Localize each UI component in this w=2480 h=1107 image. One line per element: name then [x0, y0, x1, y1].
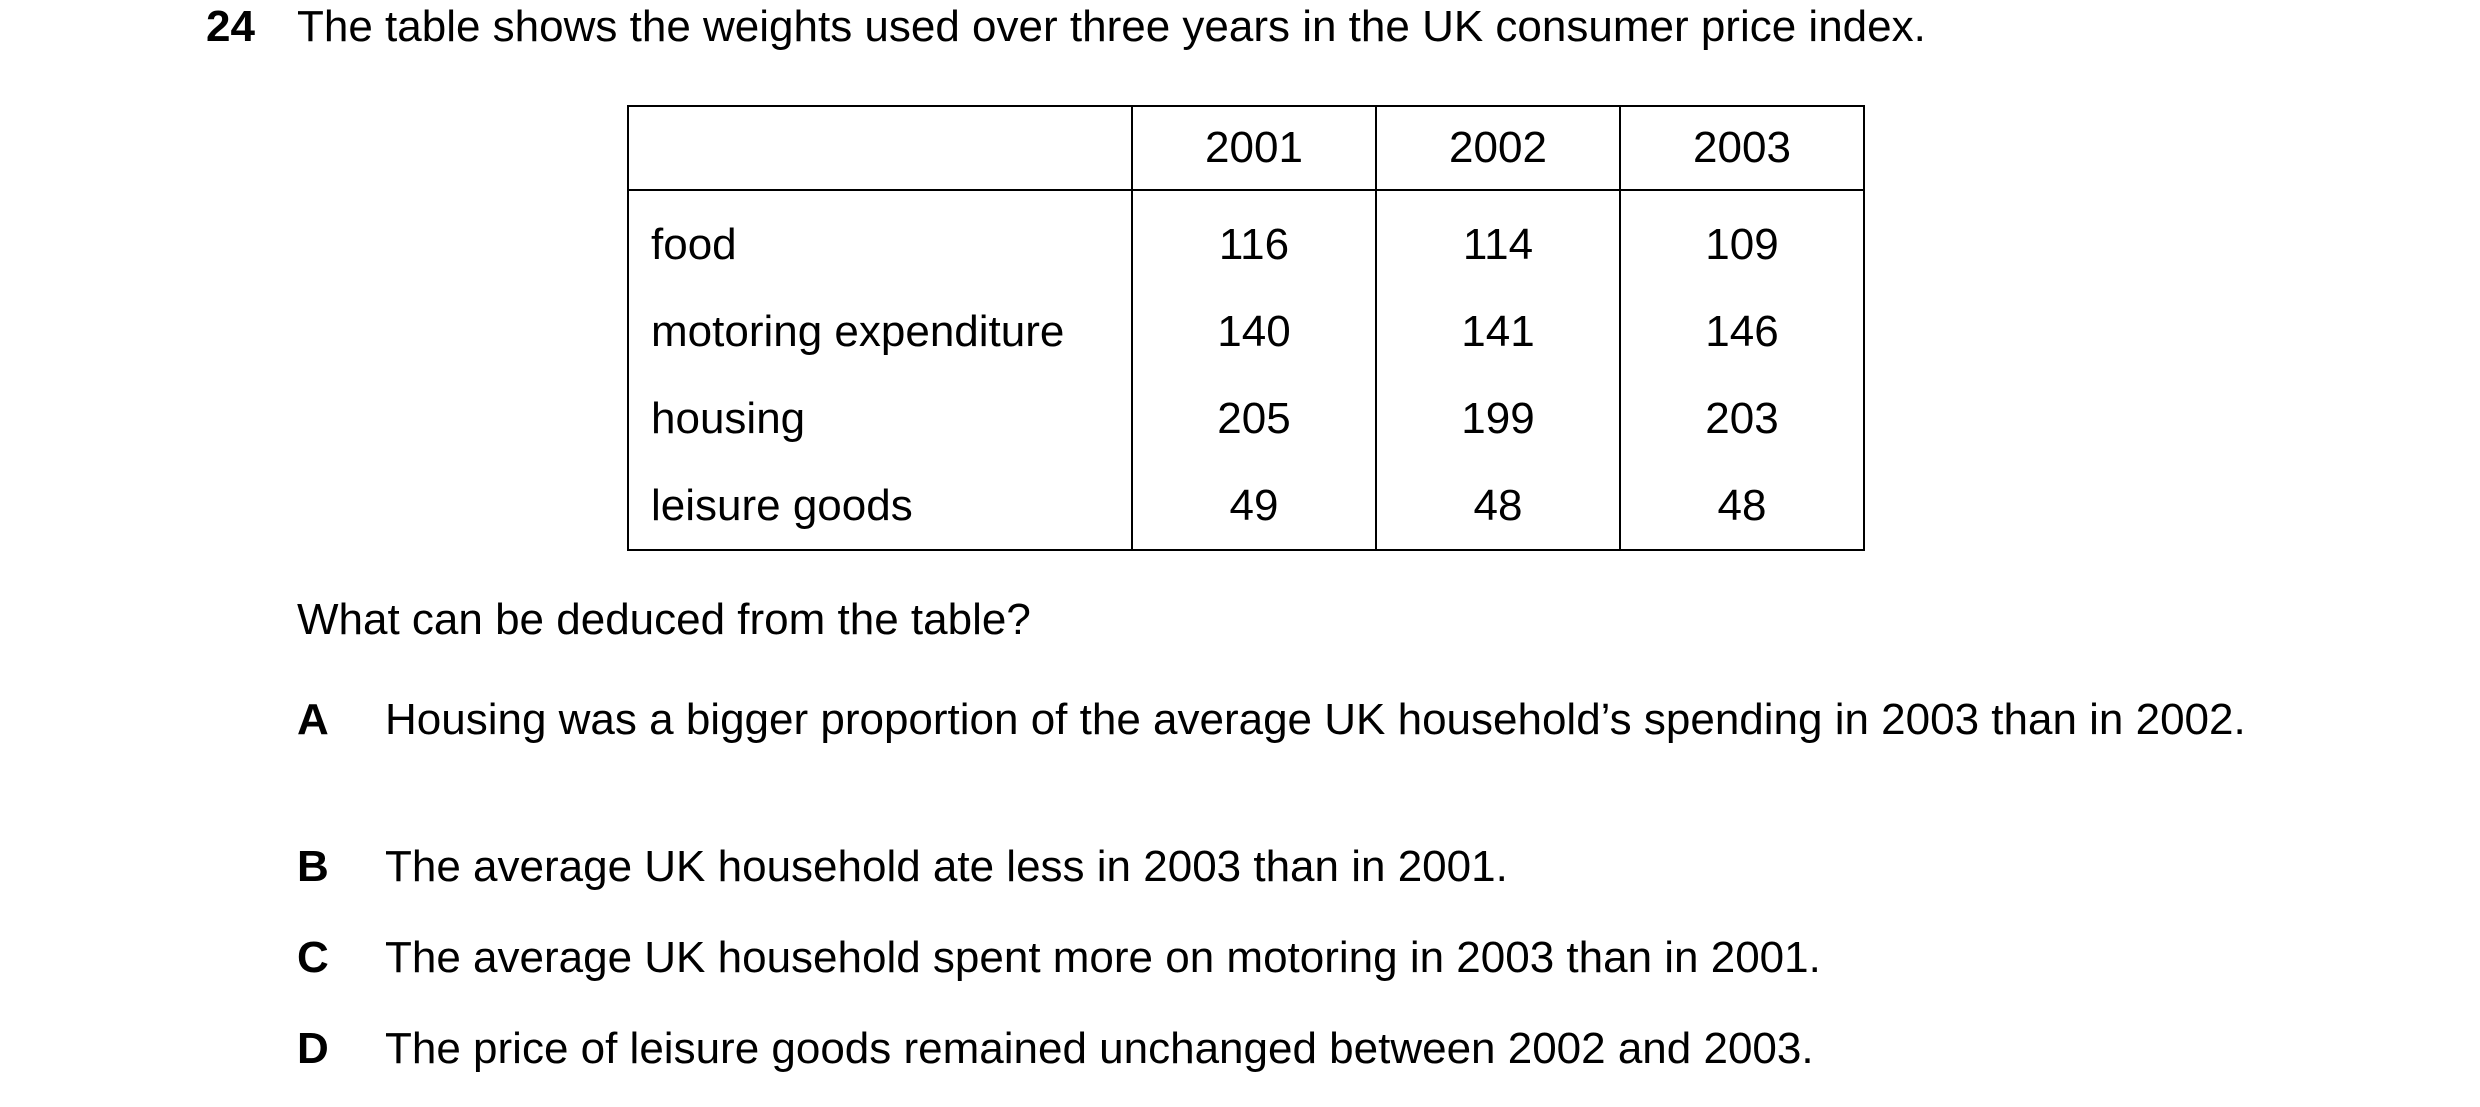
- table-row: food 116 114 109: [627, 190, 1865, 288]
- year-header: 2002: [1375, 105, 1621, 191]
- option-text: The average UK household spent more on m…: [385, 933, 1821, 982]
- option-text: The average UK household ate less in 200…: [385, 842, 1508, 891]
- year-header: 2003: [1619, 105, 1865, 191]
- row-label: leisure goods: [627, 462, 1133, 551]
- table-row: motoring expenditure 140 141 146: [627, 288, 1865, 375]
- option-letter: D: [297, 1024, 329, 1073]
- option-letter: B: [297, 842, 329, 891]
- table-cell: 141: [1375, 288, 1621, 375]
- table-cell: 48: [1375, 462, 1621, 551]
- table-row: housing 205 199 203: [627, 375, 1865, 462]
- option-text: The price of leisure goods remained unch…: [385, 1024, 1814, 1073]
- table-cell: 146: [1619, 288, 1865, 375]
- row-label: housing: [627, 375, 1133, 462]
- table-cell: 48: [1619, 462, 1865, 551]
- table-cell: 116: [1131, 190, 1377, 288]
- option-text: Housing was a bigger proportion of the a…: [385, 695, 2246, 744]
- table-row: leisure goods 49 48 48: [627, 462, 1865, 551]
- option-letter: C: [297, 933, 329, 982]
- question-stem: The table shows the weights used over th…: [297, 2, 1926, 51]
- table-cell: 199: [1375, 375, 1621, 462]
- question-number: 24: [206, 2, 255, 51]
- weights-table: 2001 2002 2003 food 116 114 109 motoring…: [627, 105, 1865, 551]
- table-cell: 203: [1619, 375, 1865, 462]
- year-header: 2001: [1131, 105, 1377, 191]
- row-label: motoring expenditure: [627, 288, 1133, 375]
- table-cell: 140: [1131, 288, 1377, 375]
- table-header-row: 2001 2002 2003: [627, 105, 1865, 191]
- table-corner-cell: [627, 105, 1133, 191]
- table-cell: 109: [1619, 190, 1865, 288]
- table-cell: 49: [1131, 462, 1377, 551]
- table-cell: 205: [1131, 375, 1377, 462]
- question-prompt: What can be deduced from the table?: [297, 595, 1031, 644]
- row-label: food: [627, 190, 1133, 288]
- option-letter: A: [297, 695, 329, 744]
- table-cell: 114: [1375, 190, 1621, 288]
